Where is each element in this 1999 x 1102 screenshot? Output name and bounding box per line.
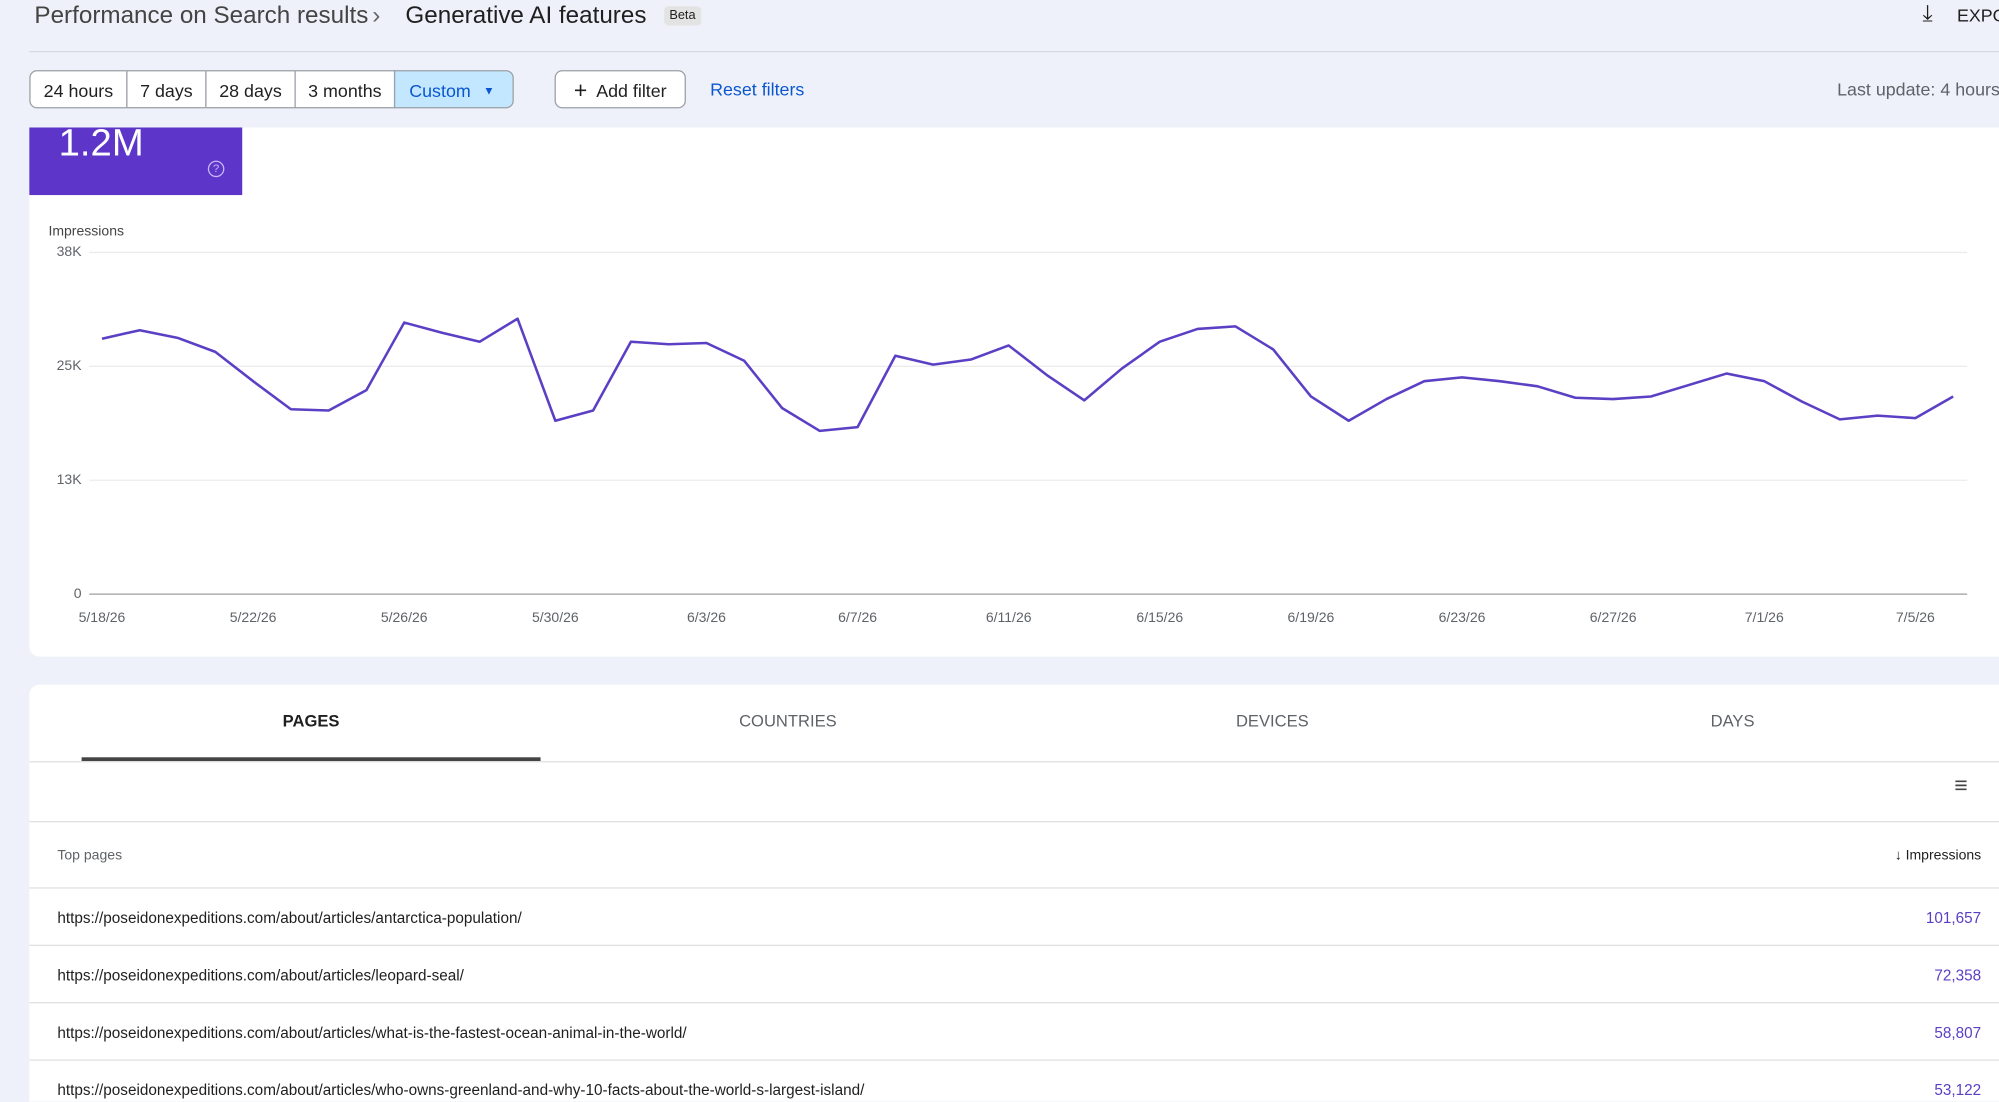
divider [29,50,1999,53]
x-tick-label: 5/26/26 [381,609,428,625]
y-tick-label: 13K [57,471,83,487]
series-line [101,317,1954,433]
x-tick-label: 7/5/26 [1896,609,1935,625]
table-header: Top pages ↓ Impressions [29,821,1999,889]
y-tick-label: 0 [74,585,82,601]
page-url: https://poseidonexpeditions.com/about/ar… [57,966,464,985]
table-row[interactable]: https://poseidonexpeditions.com/about/ar… [29,887,1999,946]
page-url: https://poseidonexpeditions.com/about/ar… [57,1023,687,1042]
x-tick-label: 6/7/26 [838,609,877,625]
divider [29,761,1999,763]
impressions: 58,807 [1934,1023,1982,1042]
column-header[interactable]: ↓ Impressions [1894,847,1982,864]
metric-value: 1.2M [58,122,144,165]
x-tick-label: 6/3/26 [687,609,726,625]
page-title: Generative AI features [405,2,647,30]
column-header: Top pages [57,847,123,864]
x-tick-label: 5/30/26 [532,609,579,625]
y-axis-label: Impressions [48,223,124,239]
tab[interactable]: DEVICES [1235,711,1309,731]
export-button[interactable]: EXPORT [1956,5,1999,26]
tab[interactable]: DAYS [1710,711,1755,731]
tab[interactable]: COUNTRIES [739,711,837,731]
y-tick-label: 38K [57,243,83,259]
chart-card [29,127,1999,657]
filter-icon[interactable]: ≡ [1954,772,1968,799]
page-url: https://poseidonexpeditions.com/about/ar… [57,909,522,927]
chevron: › [372,2,381,30]
table-row[interactable]: https://poseidonexpeditions.com/about/ar… [29,1002,1999,1061]
y-tick-label: 25K [57,357,83,373]
x-tick-label: 6/15/26 [1136,609,1183,625]
table-row[interactable]: https://poseidonexpeditions.com/about/ar… [29,1059,1999,1101]
x-tick-label: 7/1/26 [1745,609,1784,625]
range-button[interactable]: 3 months [294,70,396,109]
dropdown-arrow: ▼ [483,84,495,97]
help-icon[interactable]: ? [207,160,225,178]
add-filter[interactable]: + Add filter [554,70,686,109]
tab[interactable]: PAGES [282,711,340,731]
range-button[interactable]: 7 days [126,70,207,109]
breadcrumb[interactable]: Performance on Search results [34,2,369,30]
chart: Impressions 0 13K 25K 38K 5/18/26 5/22/26 5/26… [48,223,1968,625]
page-url: https://poseidonexpeditions.com/about/ar… [57,1081,865,1099]
table-row[interactable]: https://poseidonexpeditions.com/about/ar… [29,944,1999,1004]
add-filter-label: Add filter [596,80,667,101]
impressions: 101,657 [1925,909,1982,927]
impressions: 72,358 [1934,966,1982,985]
x-tick-label: 6/27/26 [1590,609,1637,625]
x-tick-label: 5/18/26 [79,609,126,625]
beta-badge: Beta [664,6,701,26]
range-button[interactable]: 28 days [205,70,296,109]
x-tick-label: 6/11/26 [986,609,1032,625]
last-update: Last update: 4 hours [1837,79,1999,100]
column-header-label: Impressions [1905,847,1982,864]
impressions: 53,122 [1934,1081,1982,1099]
metric-card[interactable] [29,127,243,196]
range-button[interactable]: Custom ▼ [393,70,514,109]
active-tab-indicator [81,757,541,762]
x-tick-label: 6/23/26 [1439,609,1486,625]
table-card [29,684,1999,1102]
download-icon[interactable]: ⤓ [1922,0,1933,26]
x-tick-label: 5/22/26 [230,609,277,625]
range-button[interactable]: 24 hours [29,70,128,109]
x-tick-label: 6/19/26 [1288,609,1335,625]
reset-filters[interactable]: Reset filters [710,79,805,100]
